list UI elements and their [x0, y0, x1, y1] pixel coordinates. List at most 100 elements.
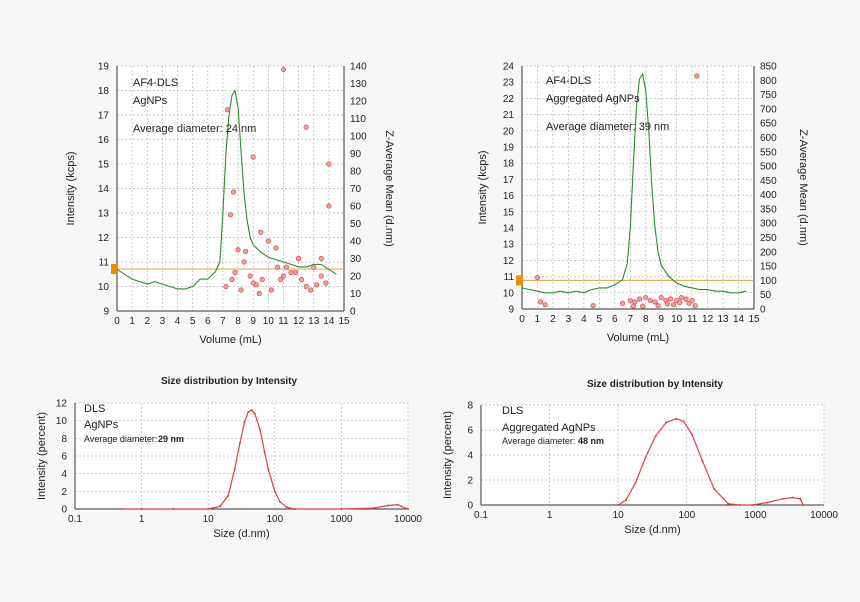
annotation-diameter-label: Average diameter: — [84, 434, 157, 444]
y2-tick-label: 400 — [760, 190, 777, 201]
z-average-point — [686, 300, 692, 306]
y-tick-label: 13 — [503, 240, 515, 251]
y-tick-label: 10 — [503, 288, 515, 299]
z-average-point — [243, 248, 249, 255]
z-average-point — [288, 269, 294, 276]
z-average-point — [283, 264, 290, 270]
z-average-point — [250, 280, 256, 286]
z-average-point — [227, 212, 234, 218]
z-average-point — [632, 299, 638, 305]
annotation-diameter-value: 48 nm — [578, 436, 604, 446]
distribution-point — [218, 505, 221, 508]
x-tick-label: 0.1 — [474, 510, 488, 521]
x-tick-label: 9 — [658, 314, 664, 325]
y-tick-label: 15 — [98, 160, 110, 171]
y-tick-label: 10 — [56, 416, 68, 427]
z-average-point — [274, 264, 281, 270]
y-tick-label: 18 — [98, 86, 110, 97]
y2-tick-label: 100 — [760, 276, 777, 287]
y2-axis-label: Z-Average Mean (d.nm) — [797, 129, 809, 246]
z-average-point — [670, 302, 677, 308]
distribution-point — [238, 441, 241, 444]
x-tick-label: 2 — [550, 314, 556, 325]
y2-tick-label: 200 — [760, 247, 777, 258]
y2-tick-label: 80 — [350, 167, 362, 178]
y2-tick-label: 30 — [350, 254, 362, 265]
x-tick-label: 10 — [671, 314, 683, 325]
y-axis-label: Intensity (kcps) — [65, 152, 77, 226]
distribution-point — [665, 421, 668, 424]
z-average-point — [677, 300, 683, 306]
y-tick-label: 14 — [503, 224, 515, 235]
x-tick-label: 10000 — [810, 510, 838, 521]
y-tick-label: 12 — [98, 233, 110, 244]
distribution-point — [243, 421, 246, 424]
annotation-note: Average diameter: 39 nm — [546, 121, 669, 133]
y2-tick-label: 350 — [760, 204, 777, 215]
z-average-point — [259, 276, 265, 283]
distribution-point — [396, 503, 399, 506]
z-average-point — [652, 299, 658, 305]
z-average-point — [250, 154, 256, 160]
y-tick-label: 22 — [503, 94, 515, 105]
x-tick-label: 0 — [114, 316, 120, 327]
z-average-point — [247, 273, 253, 279]
y2-tick-label: 450 — [760, 176, 777, 187]
z-average-point — [534, 274, 541, 281]
start-marker — [516, 275, 523, 286]
x-axis-label: Volume (mL) — [607, 332, 669, 344]
y-tick-label: 0 — [61, 505, 67, 516]
y-tick-label: 14 — [98, 184, 110, 195]
x-tick-label: 10000 — [394, 514, 422, 525]
distribution-point — [739, 504, 742, 506]
y-tick-label: 8 — [61, 434, 67, 445]
distribution-point — [120, 508, 123, 510]
z-average-point — [230, 189, 237, 195]
x-tick-label: 5 — [190, 316, 196, 327]
distribution-point — [250, 409, 253, 412]
z-average-point — [318, 255, 324, 262]
y-tick-label: 17 — [503, 175, 515, 186]
x-tick-label: 11 — [687, 314, 698, 325]
y-tick-label: 4 — [467, 451, 473, 462]
z-average-point — [537, 299, 544, 305]
distribution-point — [259, 428, 262, 431]
z-average-point — [303, 283, 309, 290]
z-average-point — [658, 294, 664, 301]
y2-tick-label: 50 — [760, 290, 772, 301]
annotation-note: AF4-DLS — [133, 77, 178, 89]
distribution-point — [799, 497, 802, 500]
distribution-point — [691, 434, 694, 436]
z-average-point — [229, 276, 235, 283]
x-tick-label: 6 — [612, 314, 618, 325]
chart-title: Size distribution by Intensity — [161, 376, 298, 387]
annotation-diameter-value: 29 nm — [158, 434, 184, 444]
y-tick-label: 12 — [503, 256, 515, 267]
x-tick-label: 1 — [547, 510, 553, 521]
annotation-note: AF4-DLS — [546, 75, 591, 87]
z-average-point — [667, 296, 674, 302]
distribution-point — [293, 508, 296, 510]
distribution-point — [253, 412, 256, 415]
y-axis-label: Intensity (percent) — [36, 412, 48, 500]
y-tick-label: 19 — [98, 62, 110, 73]
z-average-point — [280, 273, 287, 279]
z-average-point — [308, 287, 314, 293]
y-tick-label: 11 — [504, 272, 515, 283]
x-tick-label: 1000 — [744, 510, 767, 521]
y-tick-label: 6 — [467, 426, 473, 437]
chart-panel-bottom-left: 0.1 1 10 100 1000 10000 0 2 4 6 8 10 12 Size distribu… — [36, 376, 422, 540]
z-average-point — [268, 287, 274, 293]
y2-tick-label: 550 — [760, 147, 777, 158]
y2-tick-label: 0 — [350, 307, 356, 318]
z-average-point — [640, 303, 646, 309]
x-tick-label: 4 — [581, 314, 587, 325]
distribution-point — [682, 420, 685, 423]
z-average-point — [223, 283, 229, 290]
distribution-point — [751, 504, 754, 506]
y-tick-label: 18 — [503, 159, 515, 170]
z-average-point — [655, 302, 661, 309]
distribution-point — [273, 490, 276, 493]
x-tick-label: 0.1 — [68, 514, 82, 525]
y2-tick-label: 850 — [760, 62, 777, 73]
